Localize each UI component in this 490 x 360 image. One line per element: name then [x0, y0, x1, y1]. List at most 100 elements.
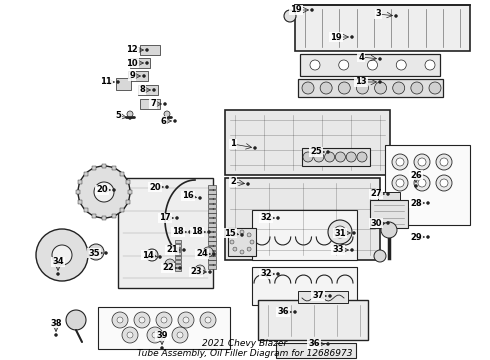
Bar: [126, 180, 130, 184]
Circle shape: [414, 175, 430, 191]
Bar: [126, 200, 130, 204]
Text: 30: 30: [370, 219, 382, 228]
Circle shape: [233, 247, 237, 251]
Circle shape: [166, 185, 169, 189]
Bar: [252, 210, 357, 260]
Text: 6: 6: [160, 117, 166, 126]
Circle shape: [240, 230, 244, 234]
Text: 13: 13: [355, 77, 367, 86]
Circle shape: [198, 197, 201, 199]
Text: 1: 1: [230, 139, 236, 148]
Bar: [84, 208, 88, 212]
Circle shape: [134, 312, 150, 328]
Text: 32: 32: [260, 270, 272, 279]
Circle shape: [394, 14, 397, 18]
Text: 31: 31: [334, 229, 346, 238]
Circle shape: [172, 327, 188, 343]
Circle shape: [233, 233, 237, 237]
Circle shape: [392, 175, 408, 191]
Bar: [208, 213, 216, 217]
Bar: [300, 54, 440, 76]
Bar: [298, 79, 443, 97]
Bar: [112, 214, 116, 218]
Text: 7: 7: [150, 99, 156, 108]
Circle shape: [338, 82, 350, 94]
Bar: [76, 190, 80, 194]
Bar: [208, 260, 216, 264]
Bar: [175, 268, 181, 271]
Circle shape: [440, 158, 448, 166]
Text: 24: 24: [196, 249, 208, 258]
Circle shape: [112, 312, 128, 328]
Bar: [208, 232, 216, 236]
Circle shape: [183, 317, 189, 323]
Bar: [228, 228, 256, 256]
Circle shape: [241, 234, 244, 237]
Circle shape: [213, 252, 216, 256]
Text: 18: 18: [191, 228, 203, 237]
Circle shape: [127, 111, 133, 117]
Circle shape: [328, 220, 352, 244]
Circle shape: [352, 231, 356, 234]
Text: 11: 11: [100, 77, 112, 86]
Circle shape: [440, 179, 448, 187]
Bar: [378, 192, 400, 200]
Circle shape: [146, 62, 148, 64]
Bar: [385, 145, 470, 225]
Circle shape: [54, 333, 57, 337]
Circle shape: [127, 332, 133, 338]
Bar: [208, 204, 216, 208]
Circle shape: [396, 179, 404, 187]
Circle shape: [165, 259, 175, 269]
Circle shape: [147, 327, 163, 343]
Circle shape: [324, 152, 335, 162]
Text: 22: 22: [162, 264, 174, 273]
Bar: [128, 190, 132, 194]
Circle shape: [426, 235, 430, 238]
Circle shape: [113, 189, 116, 192]
Text: 3: 3: [375, 9, 381, 18]
Circle shape: [164, 111, 170, 117]
Bar: [92, 166, 96, 170]
Bar: [121, 208, 124, 212]
Circle shape: [425, 60, 435, 70]
Bar: [208, 228, 216, 231]
Text: 2: 2: [230, 177, 236, 186]
Circle shape: [381, 222, 397, 238]
Text: 34: 34: [52, 257, 64, 266]
Circle shape: [66, 310, 86, 330]
Bar: [92, 214, 96, 218]
Bar: [295, 5, 470, 51]
Circle shape: [429, 82, 441, 94]
Text: 17: 17: [159, 213, 171, 222]
Circle shape: [240, 250, 244, 254]
Circle shape: [195, 265, 205, 275]
Bar: [112, 166, 116, 170]
Bar: [175, 240, 181, 243]
Circle shape: [230, 240, 234, 244]
Circle shape: [374, 82, 387, 94]
Text: 8: 8: [139, 85, 145, 94]
Text: 33: 33: [332, 246, 344, 255]
Circle shape: [418, 158, 426, 166]
Circle shape: [396, 60, 406, 70]
Circle shape: [158, 256, 162, 258]
Text: 39: 39: [156, 332, 168, 341]
Text: 36: 36: [308, 339, 320, 348]
Circle shape: [152, 332, 158, 338]
Circle shape: [178, 266, 181, 270]
Circle shape: [117, 81, 120, 84]
Circle shape: [392, 82, 405, 94]
Bar: [208, 218, 216, 222]
Circle shape: [146, 49, 148, 51]
Circle shape: [387, 193, 390, 195]
Bar: [208, 237, 216, 241]
Bar: [298, 291, 348, 303]
Circle shape: [117, 317, 123, 323]
Text: 12: 12: [126, 45, 138, 54]
Circle shape: [182, 248, 186, 252]
Circle shape: [396, 158, 404, 166]
Circle shape: [356, 82, 368, 94]
Circle shape: [436, 175, 452, 191]
Bar: [175, 248, 181, 251]
